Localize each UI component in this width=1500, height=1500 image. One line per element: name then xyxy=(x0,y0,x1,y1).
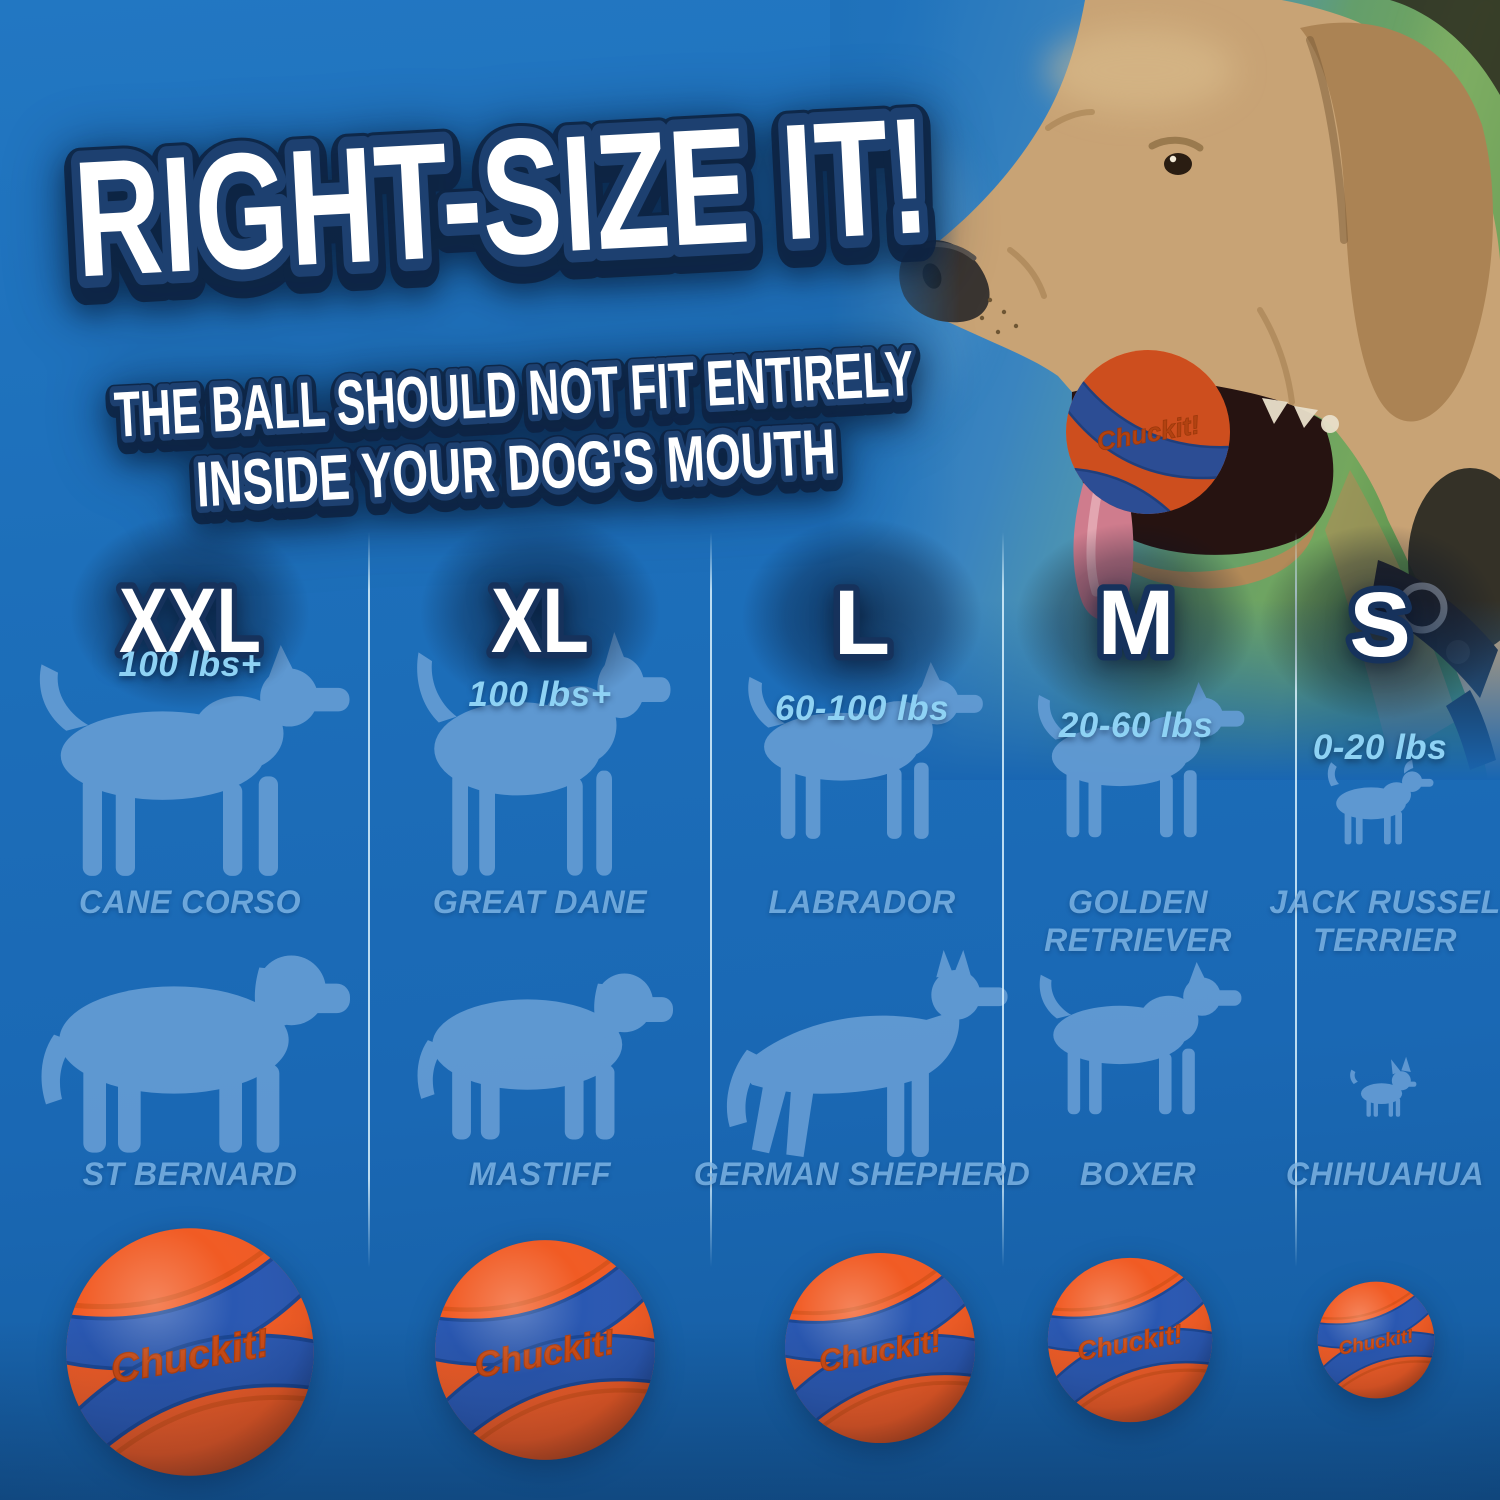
ball-m: Chuckit! xyxy=(1047,1257,1213,1423)
size-label-s: S xyxy=(1343,568,1417,683)
corner-shadow xyxy=(1390,0,1500,95)
weight-range-l: 60-100 lbs xyxy=(774,689,950,728)
head-highlight xyxy=(1045,28,1235,112)
size-letter: L xyxy=(834,572,890,674)
breed-label-st-bernard: ST BERNARD xyxy=(82,1156,298,1192)
breed-label-chihuahua: CHIHUAHUA xyxy=(1285,1156,1485,1192)
breed-label-great-dane: GREAT DANE xyxy=(432,884,648,920)
weight-range-xxl: 100 lbs+ xyxy=(118,645,262,684)
breed-label-jack-russel-terrier: JACK RUSSEL TERRIER xyxy=(1269,884,1500,958)
title-block: RIGHT-SIZE IT! RIGHT-SIZE IT! THE BALL S… xyxy=(48,68,955,539)
size-letter: XXL xyxy=(119,570,261,672)
breed-label-labrador: LABRADOR xyxy=(768,884,956,920)
whisker-dots xyxy=(979,297,1019,335)
column-divider xyxy=(1002,532,1004,1267)
face-shading xyxy=(1007,109,1295,405)
size-label-xxl: XXL xyxy=(113,564,268,679)
dog-photo-illustration: Chuckit! xyxy=(795,0,1500,780)
size-label-l: L xyxy=(827,566,896,681)
size-label-xl: XL xyxy=(485,564,596,679)
dog-photo: Chuckit! xyxy=(795,0,1500,780)
breed-label-boxer: BOXER xyxy=(1079,1156,1197,1192)
size-letter: S xyxy=(1349,574,1410,676)
dog-eye xyxy=(1148,136,1204,175)
weight-range-s: 0-20 lbs xyxy=(1312,728,1448,767)
weight-range-m: 20-60 lbs xyxy=(1058,706,1214,745)
dog-ear xyxy=(1300,22,1494,422)
boxer-silhouette xyxy=(1030,962,1245,1117)
size-letter: M xyxy=(1098,572,1175,674)
ball-in-mouth: Chuckit! xyxy=(1066,350,1230,514)
size-label-m: M xyxy=(1091,566,1181,681)
breed-label-mastiff: MASTIFF xyxy=(468,1156,612,1192)
ball-xxl: Chuckit! xyxy=(65,1227,315,1477)
header-glow xyxy=(30,482,350,742)
column-divider xyxy=(710,532,712,1267)
breed-label-cane-corso: CANE CORSO xyxy=(79,884,301,920)
weight-range-xl: 100 lbs+ xyxy=(468,675,612,714)
column-divider xyxy=(368,532,370,1267)
breed-label-golden-retriever: GOLDEN RETRIEVER xyxy=(1044,884,1232,958)
column-divider xyxy=(1295,532,1297,1267)
chihuahua-silhouette xyxy=(1338,1052,1433,1120)
header-glow xyxy=(1220,492,1500,752)
size-letter: XL xyxy=(491,570,589,672)
ear-crease xyxy=(1306,36,1348,244)
breed-label-german-shepherd: GERMAN SHEPHERD xyxy=(693,1156,1031,1192)
header-glow xyxy=(702,486,1022,746)
ball-l: Chuckit! xyxy=(784,1252,976,1444)
mastiff-silhouette xyxy=(408,952,673,1144)
header-glow xyxy=(380,482,700,742)
german-shepherd-silhouette xyxy=(715,950,1010,1162)
st-bernard-silhouette xyxy=(30,930,350,1158)
ball-xl: Chuckit! xyxy=(434,1239,656,1461)
dog-teeth xyxy=(1262,398,1339,433)
ball-s: Chuckit! xyxy=(1317,1281,1435,1399)
